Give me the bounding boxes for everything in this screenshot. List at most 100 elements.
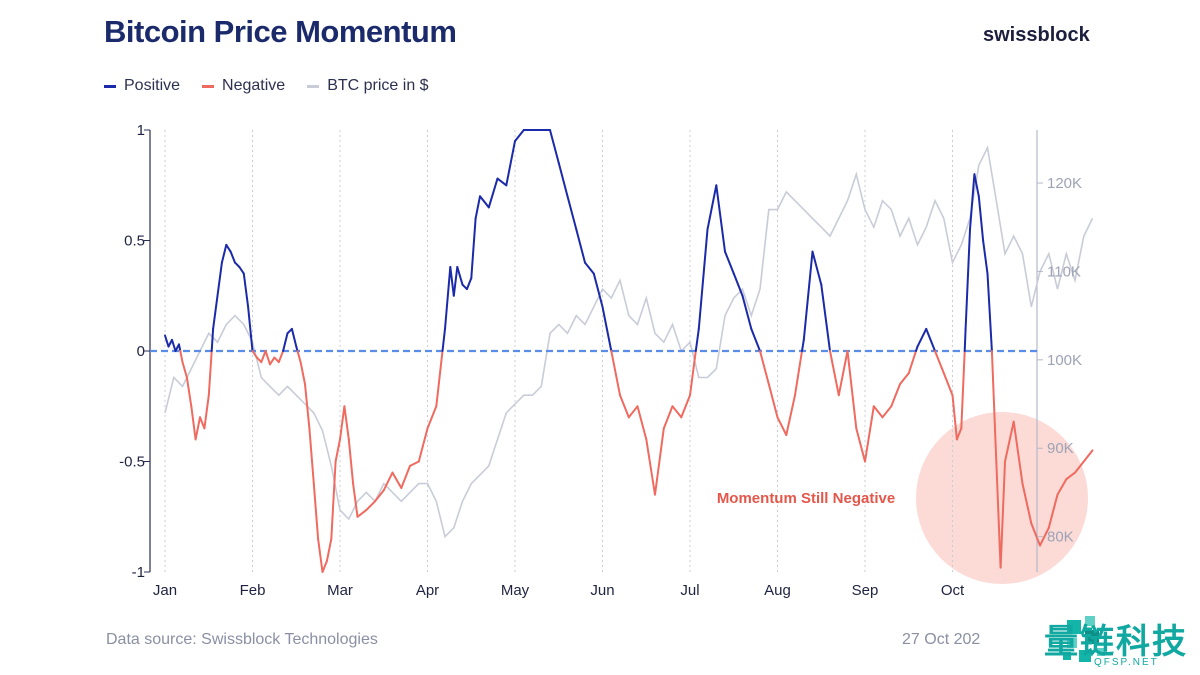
momentum-negative-segment: [347, 438, 355, 485]
momentum-negative-segment: [365, 500, 376, 512]
momentum-negative-segment: [260, 350, 267, 364]
momentum-positive-segment: [977, 195, 985, 242]
y-left-tick: 0: [137, 343, 145, 360]
momentum-positive-segment: [212, 294, 219, 330]
momentum-negative-segment: [759, 350, 770, 386]
momentum-negative-segment: [899, 372, 910, 386]
momentum-positive-segment: [210, 327, 215, 352]
momentum-negative-segment: [934, 350, 945, 375]
momentum-positive-segment: [487, 177, 499, 209]
legend-label-negative: Negative: [222, 77, 286, 94]
y-right-tick: 100K: [1047, 352, 1082, 369]
momentum-negative-segment: [179, 350, 184, 364]
momentum-negative-segment: [1082, 449, 1094, 463]
momentum-negative-segment: [321, 560, 328, 573]
momentum-negative-segment: [1074, 460, 1085, 474]
momentum-negative-segment: [995, 460, 1002, 569]
momentum-negative-segment: [391, 471, 403, 489]
momentum-positive-segment: [964, 228, 971, 330]
momentum-negative-segment: [299, 361, 306, 386]
momentum-negative-segment: [890, 383, 901, 408]
momentum-negative-segment: [1039, 526, 1050, 547]
momentum-negative-segment: [1065, 471, 1076, 481]
momentum-negative-segment: [671, 405, 683, 419]
momentum-negative-segment: [689, 350, 697, 397]
momentum-positive-segment: [225, 243, 232, 253]
momentum-positive-segment: [505, 140, 516, 187]
momentum-negative-segment: [627, 405, 639, 419]
x-tick-oct: Oct: [941, 582, 965, 599]
momentum-positive-segment: [566, 195, 578, 231]
momentum-positive-segment: [164, 334, 170, 348]
footer-date: 27 Oct 202: [902, 631, 981, 648]
momentum-positive-segment: [925, 327, 936, 352]
highlight-circle: [916, 412, 1088, 584]
momentum-positive-segment: [514, 129, 525, 143]
momentum-negative-segment: [610, 350, 621, 397]
momentum-negative-segment: [409, 460, 420, 467]
y-right-tick: 110K: [1047, 263, 1081, 280]
momentum-positive-segment: [171, 338, 177, 352]
momentum-positive-segment: [592, 272, 604, 308]
momentum-negative-segment: [304, 383, 311, 430]
momentum-negative-segment: [680, 394, 691, 419]
legend-item-btc-price: BTC price in $: [307, 77, 429, 95]
momentum-positive-segment: [220, 243, 228, 264]
x-tick-jun: Jun: [590, 582, 614, 599]
momentum-positive-segment: [973, 173, 980, 198]
momentum-negative-segment: [1056, 478, 1068, 496]
momentum-negative-segment: [1004, 420, 1015, 463]
momentum-negative-segment: [185, 376, 193, 408]
legend-label-positive: Positive: [124, 77, 181, 94]
momentum-negative-segment: [374, 489, 385, 503]
momentum-negative-segment: [207, 350, 213, 397]
momentum-positive-segment: [441, 327, 446, 352]
momentum-negative-segment: [426, 405, 438, 430]
momentum-positive-segment: [575, 228, 586, 264]
momentum-negative-segment: [960, 350, 966, 430]
legend-item-negative: Negative: [202, 77, 285, 95]
momentum-negative-segment: [1030, 522, 1041, 547]
momentum-negative-segment: [317, 537, 324, 573]
momentum-positive-segment: [452, 266, 459, 297]
momentum-positive-segment: [479, 195, 490, 209]
momentum-negative-segment: [277, 350, 285, 364]
momentum-positive-segment: [820, 283, 831, 352]
momentum-negative-segment: [269, 356, 276, 366]
watermark-subtext: QFSP.NET: [1094, 657, 1159, 668]
momentum-positive-segment: [750, 327, 761, 352]
momentum-positive-segment: [247, 305, 254, 352]
momentum-negative-segment: [990, 350, 998, 463]
y-right-tick: 120K: [1047, 175, 1082, 192]
momentum-negative-segment: [352, 482, 359, 518]
y-right-tick: 80K: [1047, 529, 1074, 546]
momentum-positive-segment: [496, 177, 508, 187]
btc-price-line: [164, 145, 1094, 539]
momentum-positive-segment: [557, 162, 569, 198]
momentum-negative-segment: [203, 394, 210, 430]
momentum-positive-segment: [474, 195, 481, 220]
momentum-negative-segment: [837, 350, 849, 397]
legend-swatch-btc-price: [307, 84, 320, 88]
x-tick-apr: Apr: [416, 582, 439, 599]
y-left-tick: 0.5: [124, 233, 145, 250]
legend-swatch-negative: [202, 84, 215, 88]
momentum-negative-segment: [907, 350, 917, 375]
momentum-negative-segment: [190, 405, 197, 441]
momentum-negative-segment: [181, 361, 188, 379]
momentum-positive-segment: [234, 261, 241, 268]
x-tick-may: May: [501, 582, 530, 599]
momentum-positive-segment: [969, 173, 976, 231]
x-tick-jul: Jul: [680, 582, 699, 599]
momentum-negative-segment: [864, 405, 875, 463]
momentum-positive-segment: [290, 327, 298, 348]
momentum-negative-segment: [400, 464, 411, 489]
legend-swatch-positive: [104, 84, 116, 88]
momentum-positive-segment: [449, 266, 455, 297]
momentum-positive-segment: [982, 239, 989, 275]
momentum-negative-segment: [356, 509, 368, 518]
momentum-negative-segment: [881, 405, 893, 419]
momentum-positive-segment: [715, 184, 726, 253]
x-tick-jan: Jan: [153, 582, 177, 599]
